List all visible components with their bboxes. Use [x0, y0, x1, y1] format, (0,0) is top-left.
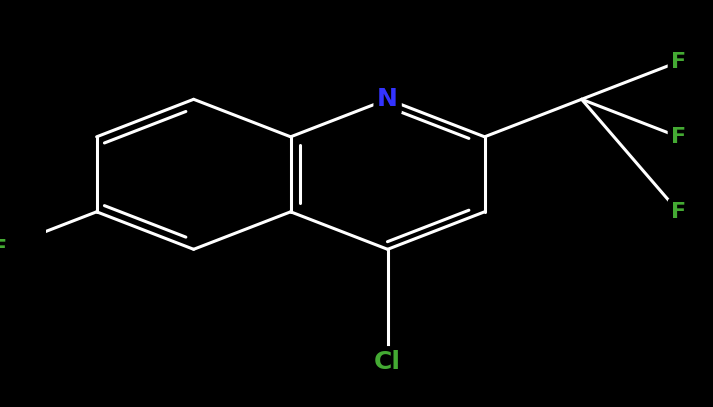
Text: F: F [671, 52, 686, 72]
Text: N: N [377, 87, 398, 111]
Text: F: F [0, 239, 7, 259]
Text: F: F [671, 127, 686, 147]
Text: F: F [671, 202, 686, 222]
Text: Cl: Cl [374, 350, 401, 374]
